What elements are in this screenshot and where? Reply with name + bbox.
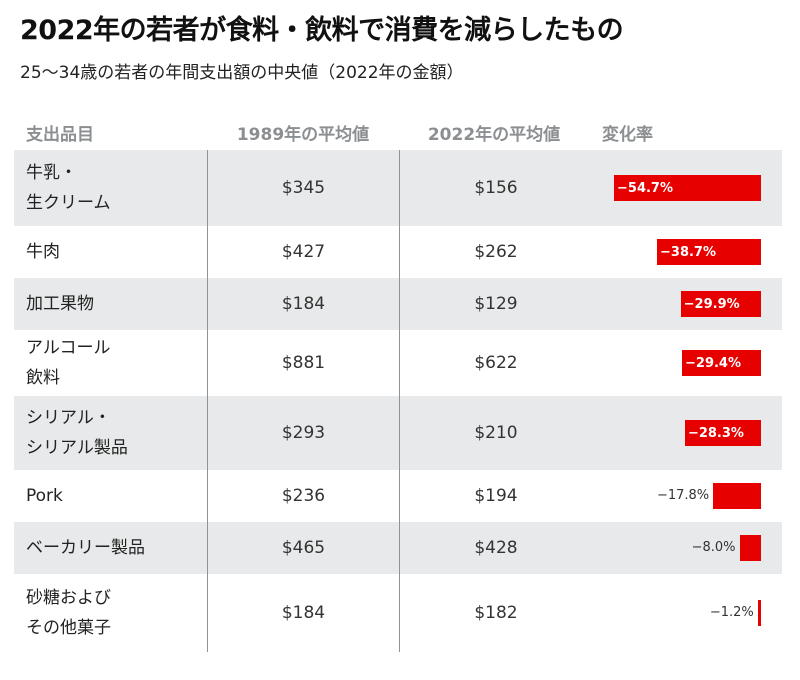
column-divider: [207, 522, 208, 574]
change-bar: −54.7%: [614, 175, 761, 201]
item-name: Pork: [26, 486, 63, 506]
item-name: 牛乳・ 生クリーム: [26, 163, 111, 213]
change-bar: [713, 483, 761, 509]
item-name: 加工果物: [26, 294, 94, 314]
change-label: −29.4%: [685, 355, 741, 371]
change-bar: [757, 600, 761, 626]
table-row: Pork $236 $194 −17.8%: [14, 470, 782, 522]
column-divider: [207, 396, 208, 470]
item-name: シリアル・ シリアル製品: [26, 408, 128, 458]
value-1989: $427: [281, 242, 326, 262]
table-row: シリアル・ シリアル製品 $293 $210 −28.3%: [14, 396, 782, 470]
column-divider: [207, 278, 208, 330]
table-row: アルコール 飲料 $881 $622 −29.4%: [14, 330, 782, 396]
value-2022: $622: [474, 353, 518, 373]
item-name: ベーカリー製品: [26, 538, 145, 558]
column-divider: [399, 470, 400, 522]
change-bar-zone: −28.3%: [602, 396, 762, 470]
column-divider: [207, 574, 208, 652]
table-header: 支出品目 1989年の平均値 2022年の平均値 変化率: [14, 110, 782, 150]
item-name: 砂糖および その他菓子: [26, 588, 111, 638]
item-name: 牛肉: [26, 242, 60, 262]
value-1989: $184: [281, 294, 326, 314]
value-2022: $129: [474, 294, 518, 314]
change-bar: −28.3%: [684, 420, 761, 446]
item-name: アルコール 飲料: [26, 338, 111, 388]
value-2022: $156: [474, 178, 518, 198]
change-bar-zone: −54.7%: [602, 150, 762, 226]
value-2022: $210: [474, 423, 518, 443]
value-2022: $262: [474, 242, 518, 262]
value-1989: $293: [281, 423, 326, 443]
column-divider: [207, 150, 208, 226]
change-bar: −29.9%: [680, 291, 761, 317]
table-body: 牛乳・ 生クリーム $345 $156 −54.7% 牛肉 $427 $262 −38.7% 加…: [14, 150, 782, 652]
table-row: 加工果物 $184 $129 −29.9%: [14, 278, 782, 330]
change-bar-zone: −17.8%: [602, 470, 762, 522]
change-label: −54.7%: [617, 180, 673, 196]
value-2022: $428: [474, 538, 518, 558]
column-divider: [399, 574, 400, 652]
value-1989: $236: [281, 486, 326, 506]
value-2022: $182: [474, 603, 518, 623]
change-label: −17.8%: [656, 488, 710, 503]
change-bar: [739, 535, 761, 561]
table-row: ベーカリー製品 $465 $428 −8.0%: [14, 522, 782, 574]
value-2022: $194: [474, 486, 518, 506]
header-2022: 2022年の平均値: [427, 125, 561, 145]
table-row: 砂糖および その他菓子 $184 $182 −1.2%: [14, 574, 782, 652]
value-1989: $465: [281, 538, 326, 558]
change-label: −28.3%: [687, 425, 744, 441]
chart-title: 2022年の若者が食料・飲料で消費を減らしたもの: [20, 15, 624, 46]
change-bar-zone: −8.0%: [602, 522, 762, 574]
column-divider: [399, 396, 400, 470]
change-label: −1.2%: [709, 605, 754, 620]
value-1989: $881: [281, 353, 326, 373]
header-change: 変化率: [602, 125, 653, 145]
change-label: −29.9%: [683, 296, 740, 312]
table-row: 牛肉 $427 $262 −38.7%: [14, 226, 782, 278]
change-bar-zone: −29.4%: [602, 330, 762, 396]
value-1989: $184: [281, 603, 326, 623]
change-label: −8.0%: [691, 540, 736, 555]
column-divider: [207, 226, 208, 278]
header-item: 支出品目: [26, 125, 94, 145]
column-divider: [207, 470, 208, 522]
change-bar: −29.4%: [682, 350, 761, 376]
column-divider: [399, 150, 400, 226]
header-1989: 1989年の平均値: [236, 125, 370, 145]
column-divider: [399, 330, 400, 396]
column-divider: [399, 226, 400, 278]
change-bar-zone: −38.7%: [602, 226, 762, 278]
change-bar-zone: −29.9%: [602, 278, 762, 330]
value-1989: $345: [281, 178, 326, 198]
chart-subtitle: 25～34歳の若者の年間支出額の中央値（2022年の金額）: [20, 63, 464, 83]
change-bar-zone: −1.2%: [602, 574, 762, 652]
data-table: 支出品目 1989年の平均値 2022年の平均値 変化率 牛乳・ 生クリーム $3…: [14, 110, 782, 652]
table-row: 牛乳・ 生クリーム $345 $156 −54.7%: [14, 150, 782, 226]
column-divider: [399, 278, 400, 330]
column-divider: [399, 522, 400, 574]
change-bar: −38.7%: [657, 239, 761, 265]
column-divider: [207, 330, 208, 396]
change-label: −38.7%: [660, 244, 716, 260]
